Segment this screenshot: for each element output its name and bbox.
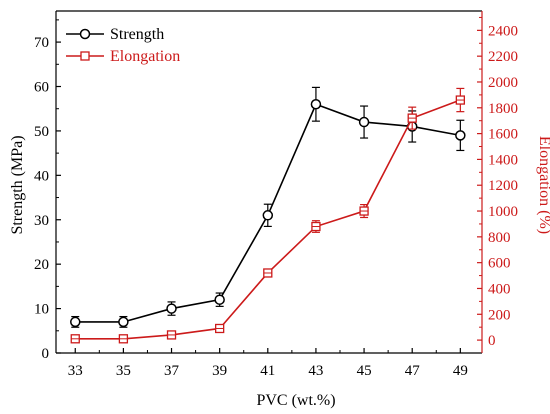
y-left-tick-label: 20 bbox=[34, 257, 49, 273]
legend-label: Elongation bbox=[110, 48, 180, 65]
y-left-tick-label: 40 bbox=[34, 168, 49, 184]
y-right-tick-label: 1000 bbox=[488, 204, 518, 220]
x-tick-label: 41 bbox=[260, 363, 275, 379]
y-right-tick-label: 1200 bbox=[488, 178, 518, 194]
strength-point bbox=[214, 294, 225, 305]
legend-marker bbox=[80, 51, 90, 61]
x-tick-label: 37 bbox=[164, 363, 180, 379]
strength-point bbox=[118, 316, 129, 328]
legend-item-strength: Strength bbox=[66, 26, 164, 43]
elongation-series bbox=[70, 87, 465, 344]
legend: Strength Elongation bbox=[66, 26, 180, 65]
strength-point bbox=[70, 316, 81, 328]
x-tick-label: 43 bbox=[308, 363, 323, 379]
strength-point bbox=[358, 116, 370, 128]
y-right-tick-label: 2400 bbox=[488, 23, 518, 39]
y-left-axis-title: Strength (MPa) bbox=[9, 135, 26, 234]
y-left-tick-label: 30 bbox=[34, 213, 49, 229]
strength-point bbox=[455, 130, 466, 141]
y-left-tick-label: 50 bbox=[34, 124, 49, 140]
x-tick-label: 45 bbox=[357, 363, 372, 379]
y-right-tick-label: 1400 bbox=[488, 152, 518, 168]
x-tick-label: 47 bbox=[405, 363, 421, 379]
y-right-tick-label: 1600 bbox=[488, 127, 518, 143]
y-right-tick-label: 0 bbox=[488, 333, 496, 349]
series-layer bbox=[70, 86, 466, 344]
x-axis-title: PVC (wt.%) bbox=[256, 392, 335, 409]
y-right-tick-label: 2200 bbox=[488, 49, 518, 65]
strength-series bbox=[70, 86, 466, 328]
x-tick-label: 49 bbox=[453, 363, 468, 379]
y-right-tick-label: 1800 bbox=[488, 101, 518, 117]
y-right-tick-label: 600 bbox=[488, 256, 511, 272]
y-right-tick-label: 200 bbox=[488, 307, 511, 323]
y-right-tick-label: 400 bbox=[488, 281, 511, 297]
legend-label: Strength bbox=[110, 26, 164, 43]
x-tick-label: 39 bbox=[212, 363, 227, 379]
y-left-tick-label: 60 bbox=[34, 80, 49, 96]
x-tick-label: 35 bbox=[116, 363, 131, 379]
y-right-tick-label: 800 bbox=[488, 230, 511, 246]
legend-item-elongation: Elongation bbox=[66, 48, 180, 65]
x-tick-label: 33 bbox=[68, 363, 83, 379]
axes: 0 10 20 30 40 50 60 70 0 200 400 600 800 1000 1200 1400… bbox=[34, 10, 518, 379]
y-left-tick-label: 0 bbox=[42, 346, 50, 362]
legend-marker bbox=[79, 28, 91, 40]
y-left-tick-label: 10 bbox=[34, 302, 49, 318]
y-right-tick-label: 2000 bbox=[488, 75, 518, 91]
y-right-axis-title: Elongation (%) bbox=[536, 136, 550, 234]
strength-point bbox=[310, 99, 322, 110]
y-left-tick-label: 70 bbox=[34, 35, 49, 51]
strength-point bbox=[262, 210, 274, 221]
strength-point bbox=[166, 303, 177, 314]
